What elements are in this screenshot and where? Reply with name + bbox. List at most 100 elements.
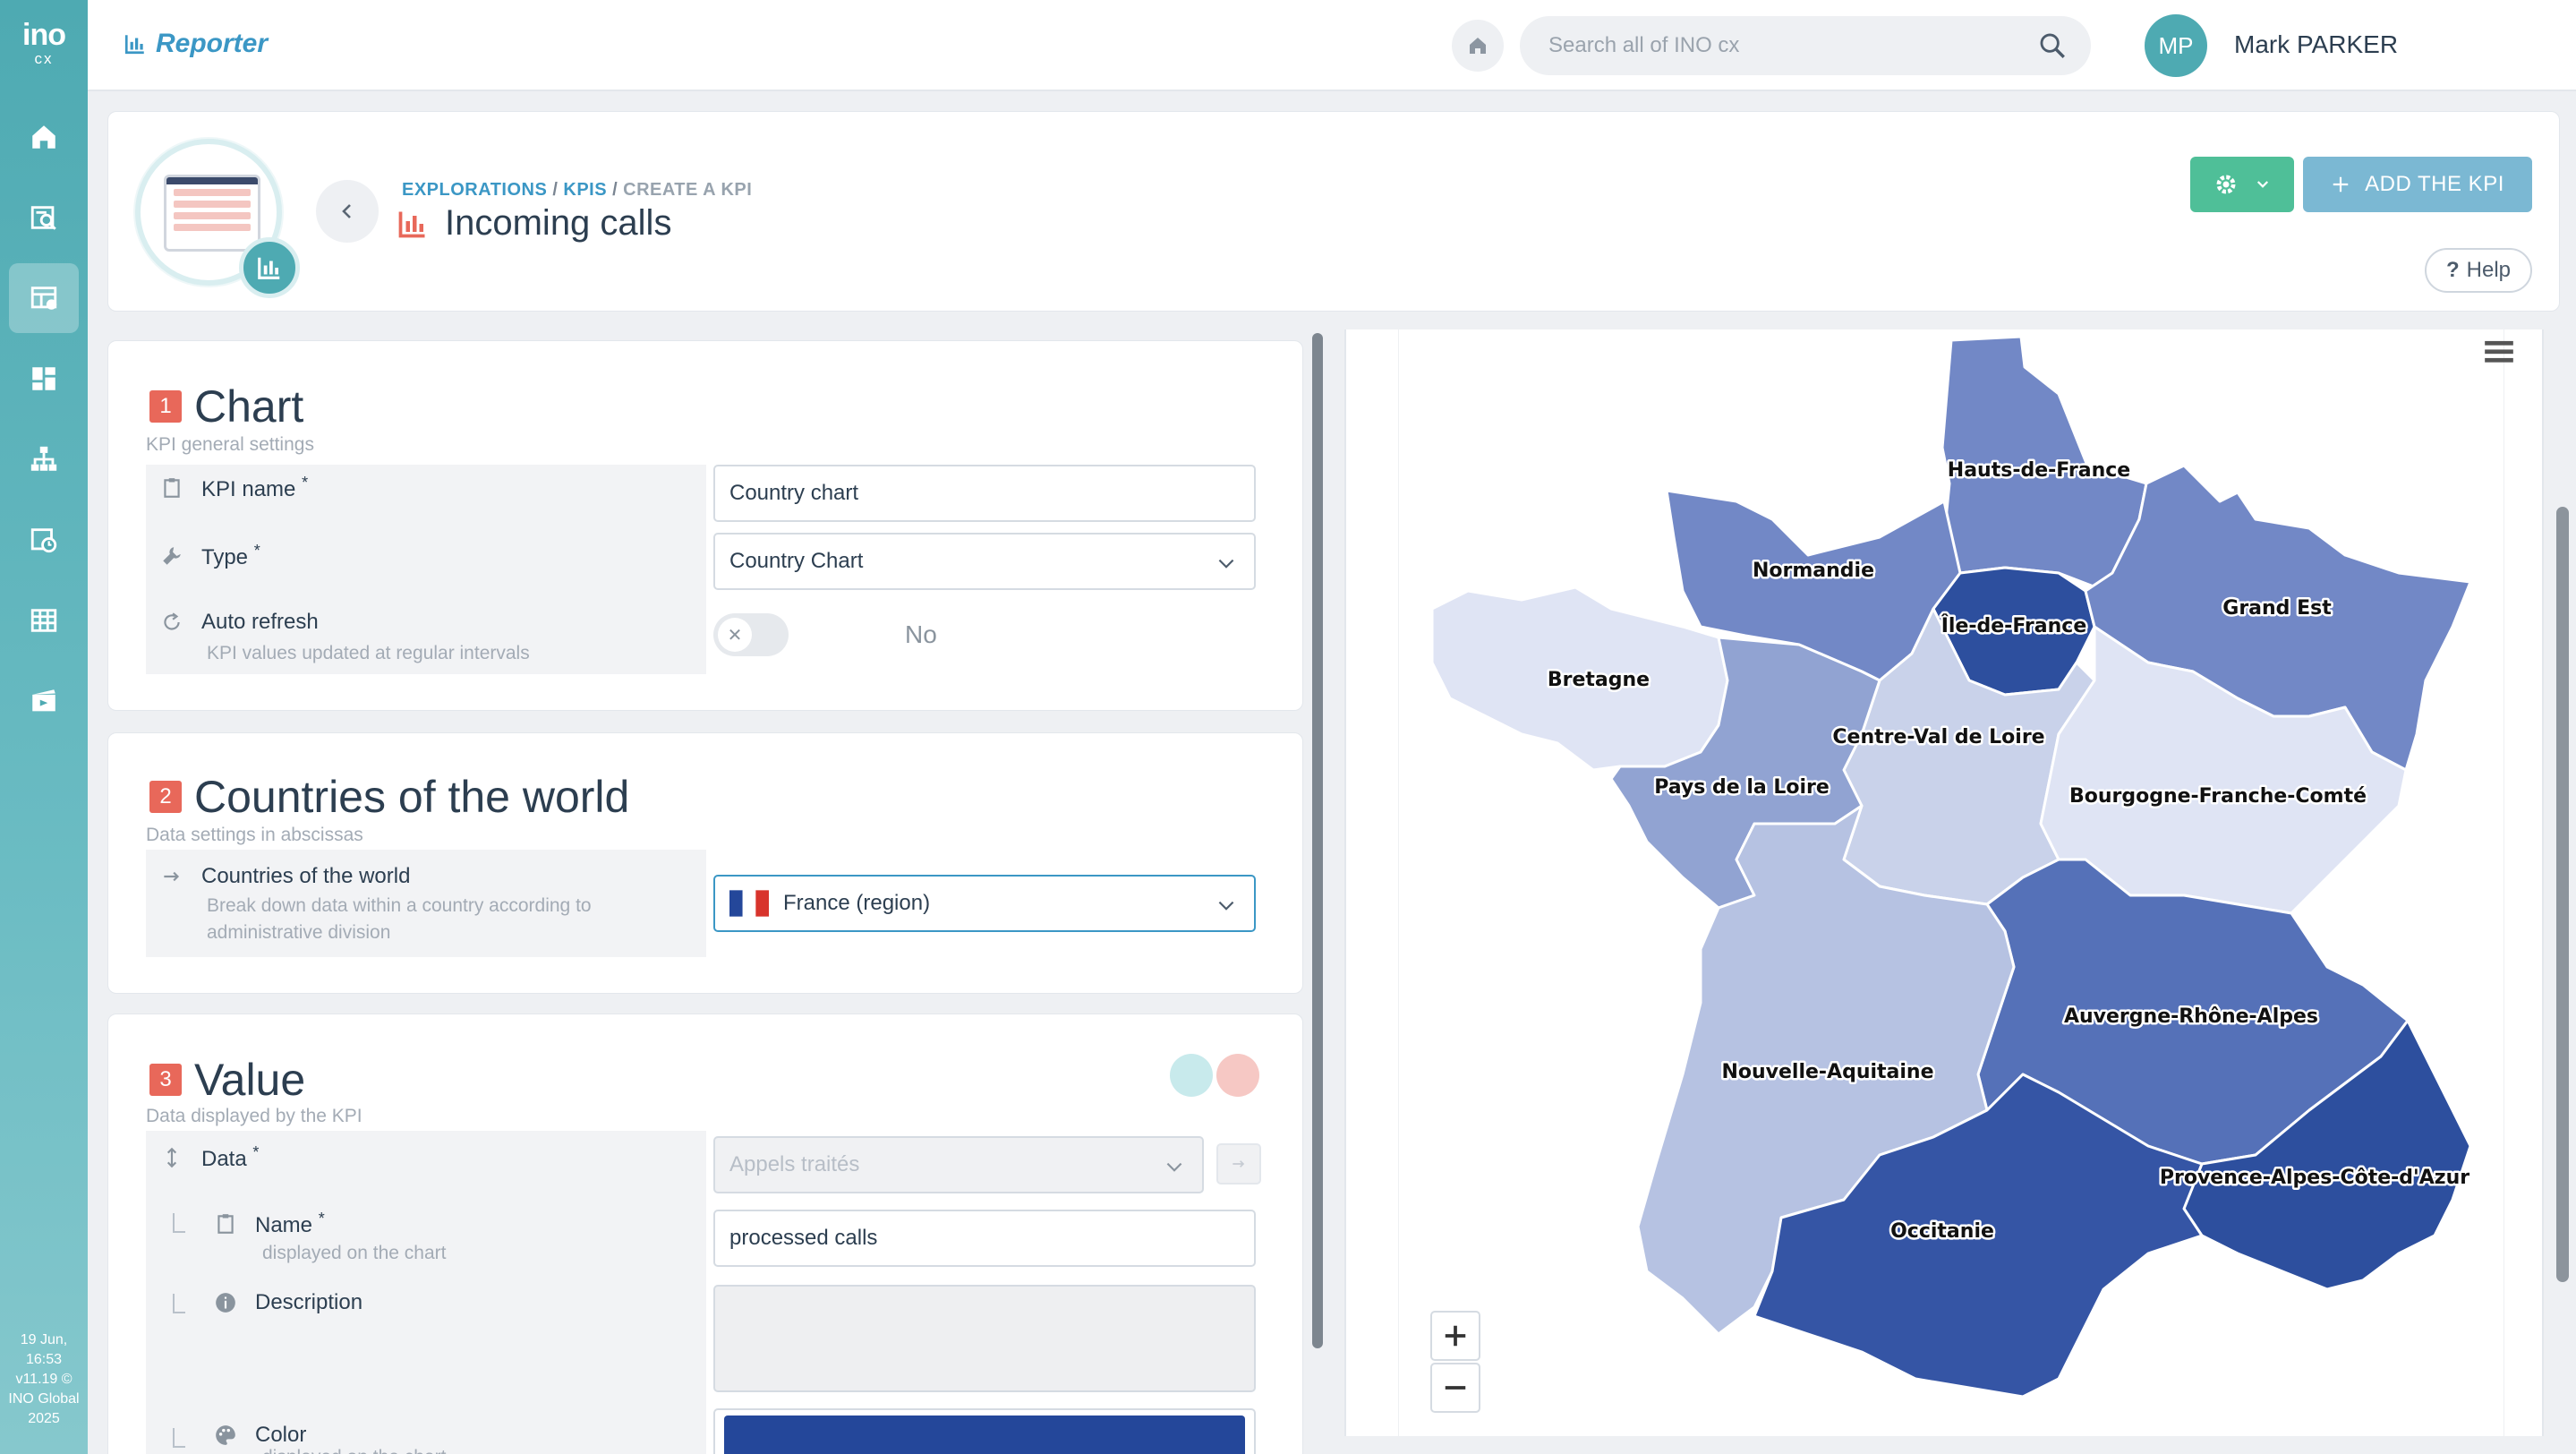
explorations-icon [30, 206, 56, 230]
close-icon: ✕ [718, 618, 752, 652]
section-countries: 2 Countries of the world Data settings i… [107, 732, 1303, 994]
hierarchy-icon [30, 446, 57, 471]
chevron-down-icon [1218, 901, 1234, 911]
chart-badge-icon [239, 237, 300, 298]
page-header: EXPLORATIONS / KPIS / CREATE A KPI Incoming … [107, 111, 2560, 312]
arrow-right-icon [1233, 1160, 1245, 1167]
bar-chart-icon [124, 35, 144, 55]
kpi-name-input[interactable]: Country chart [713, 465, 1256, 522]
avatar[interactable]: MP [2145, 14, 2207, 77]
map-panel [1344, 329, 2544, 1436]
wrench-icon [163, 547, 181, 565]
section-title: Countries of the world [194, 772, 630, 822]
plus-icon [1445, 1325, 1466, 1347]
menu-icon[interactable] [2482, 337, 2516, 365]
help-button[interactable]: ? Help [2425, 248, 2532, 293]
kpi-icon [30, 287, 57, 310]
chevron-down-icon [2256, 181, 2269, 188]
version-footer: 19 Jun, 16:53 v11.19 © INO Global 2025 [8, 1332, 80, 1426]
rail-dashboard[interactable] [9, 344, 79, 414]
chevron-down-icon [1166, 1162, 1182, 1172]
type-select-value: Country Chart [729, 549, 864, 573]
home-icon [1470, 38, 1486, 54]
data-add-button[interactable] [1216, 1143, 1261, 1185]
home-button[interactable] [1452, 20, 1504, 72]
home-icon [32, 125, 55, 149]
page-title: Incoming calls [397, 203, 671, 244]
auto-refresh-label: Auto refresh [160, 610, 319, 635]
tree-connector [173, 1213, 185, 1233]
section-subtitle: KPI general settings [146, 434, 314, 455]
clipboard-icon [164, 478, 180, 498]
description-label: Description [214, 1290, 363, 1315]
auto-refresh-toggle[interactable]: ✕ [713, 613, 789, 656]
data-select-value: Appels traités [729, 1152, 860, 1176]
rail-hierarchy[interactable] [9, 424, 79, 494]
breadcrumb-kpis[interactable]: KPIS [563, 180, 608, 200]
back-button[interactable] [316, 180, 379, 243]
section-value: 3 Value Data displayed by the KPI Data *… [107, 1014, 1303, 1454]
schedule-icon [30, 528, 57, 553]
color-picker[interactable] [713, 1408, 1256, 1454]
form-scrollbar[interactable] [1312, 333, 1323, 1348]
map-zoom-controls [1430, 1311, 1480, 1415]
zoom-in-button[interactable] [1430, 1311, 1480, 1361]
zoom-out-button[interactable] [1430, 1363, 1480, 1413]
rail-media[interactable] [9, 666, 79, 736]
breadcrumb-current: CREATE A KPI [623, 180, 753, 200]
country-select[interactable]: France (region) [713, 875, 1256, 932]
data-label: Data * [160, 1143, 259, 1172]
add-kpi-button[interactable]: ADD THE KPI [2303, 157, 2532, 212]
top-bar: Reporter MP Mark PARKER [88, 0, 2576, 91]
rail-home[interactable] [9, 102, 79, 172]
breadcrumb-explorations[interactable]: EXPLORATIONS [402, 180, 548, 200]
rail-explorations[interactable] [9, 183, 79, 252]
search-icon[interactable] [2037, 30, 2068, 61]
rail-kpi[interactable] [9, 263, 79, 333]
color-swatch [724, 1416, 1245, 1454]
color-dot-teal[interactable] [1170, 1054, 1213, 1097]
tree-connector [173, 1428, 185, 1448]
type-select[interactable]: Country Chart [713, 533, 1256, 590]
kpi-illustration [135, 139, 282, 286]
help-label: Help [2466, 258, 2512, 282]
app-name[interactable]: Reporter [124, 29, 268, 59]
media-icon [32, 689, 55, 712]
label-column [146, 1131, 706, 1454]
label-column [146, 465, 706, 674]
logo-subtext: cx [34, 50, 54, 67]
rail-schedule[interactable] [9, 505, 79, 575]
plus-icon [2333, 176, 2349, 192]
kpi-name-label: KPI name * [160, 474, 308, 502]
color-label: Color [214, 1423, 306, 1448]
table-icon [30, 609, 57, 632]
france-flag-icon [729, 890, 769, 917]
app-logo[interactable]: ino cx [11, 20, 77, 73]
page-title-text: Incoming calls [445, 203, 672, 243]
name-input[interactable]: processed calls [713, 1210, 1256, 1267]
rail-table[interactable] [9, 586, 79, 655]
type-label: Type * [160, 542, 260, 570]
refresh-icon [164, 612, 180, 630]
settings-dropdown-button[interactable] [2190, 157, 2294, 212]
user-name[interactable]: Mark PARKER [2234, 30, 2399, 58]
breadcrumb: EXPLORATIONS / KPIS / CREATE A KPI [402, 180, 753, 200]
search-box [1520, 16, 2091, 75]
side-rail: ino cx 19 Jun, 16:53 v11.19 © INO Global… [0, 0, 88, 1454]
page-scrollbar[interactable] [2556, 507, 2569, 1282]
search-input[interactable] [1548, 16, 2014, 75]
color-sub: displayed on the chart [262, 1444, 446, 1454]
palette-icon [216, 1425, 235, 1445]
app-name-label: Reporter [156, 29, 269, 58]
tree-connector [173, 1294, 185, 1313]
description-textarea[interactable] [713, 1285, 1256, 1392]
section-number: 1 [149, 390, 182, 423]
data-select[interactable]: Appels traités [713, 1136, 1204, 1193]
add-kpi-label: ADD THE KPI [2365, 172, 2504, 196]
color-dot-pink[interactable] [1216, 1054, 1259, 1097]
countries-sub: Break down data within a country accordi… [207, 895, 592, 943]
countries-label: Countries of the world [160, 864, 410, 889]
chevron-down-icon [1218, 559, 1234, 569]
info-icon [216, 1293, 235, 1313]
section-title: Chart [194, 381, 304, 432]
